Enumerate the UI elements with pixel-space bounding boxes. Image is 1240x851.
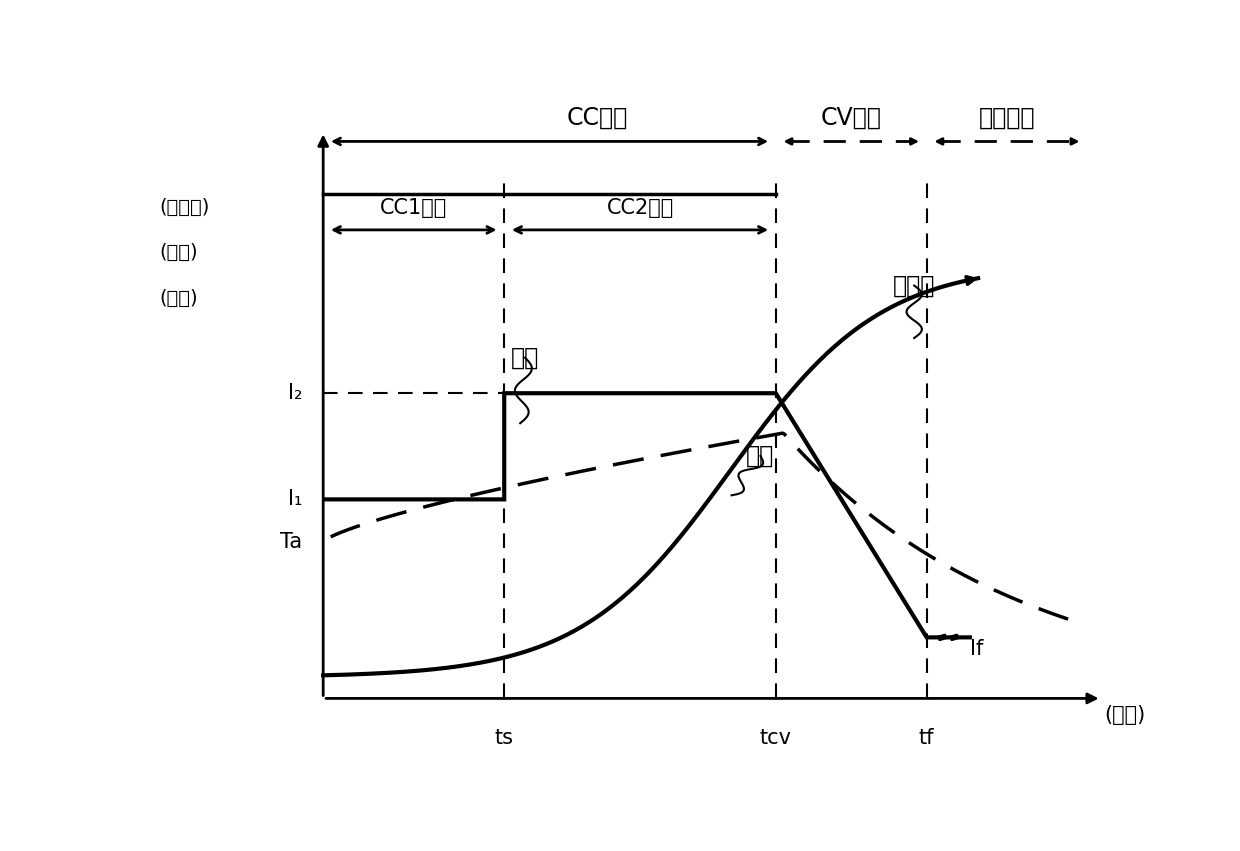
Text: I₂: I₂: [288, 383, 303, 403]
Text: (电流): (电流): [160, 289, 198, 308]
Text: CV充电: CV充电: [821, 106, 882, 129]
Text: Ta: Ta: [280, 532, 303, 551]
Text: If: If: [970, 639, 983, 660]
Text: tcv: tcv: [760, 728, 792, 748]
Text: CC2充电: CC2充电: [606, 198, 673, 218]
Text: ts: ts: [495, 728, 513, 748]
Text: (时间): (时间): [1105, 705, 1146, 725]
Text: 充电率: 充电率: [893, 273, 935, 298]
Text: CC1充电: CC1充电: [381, 198, 448, 218]
Text: CC充电: CC充电: [567, 106, 629, 129]
Text: I₁: I₁: [288, 489, 303, 510]
Text: 温度: 温度: [746, 444, 775, 468]
Text: (充电率): (充电率): [160, 197, 211, 216]
Text: tf: tf: [919, 728, 935, 748]
Text: (温度): (温度): [160, 243, 198, 262]
Text: 电流: 电流: [511, 346, 539, 369]
Text: 充电结束: 充电结束: [978, 106, 1035, 129]
